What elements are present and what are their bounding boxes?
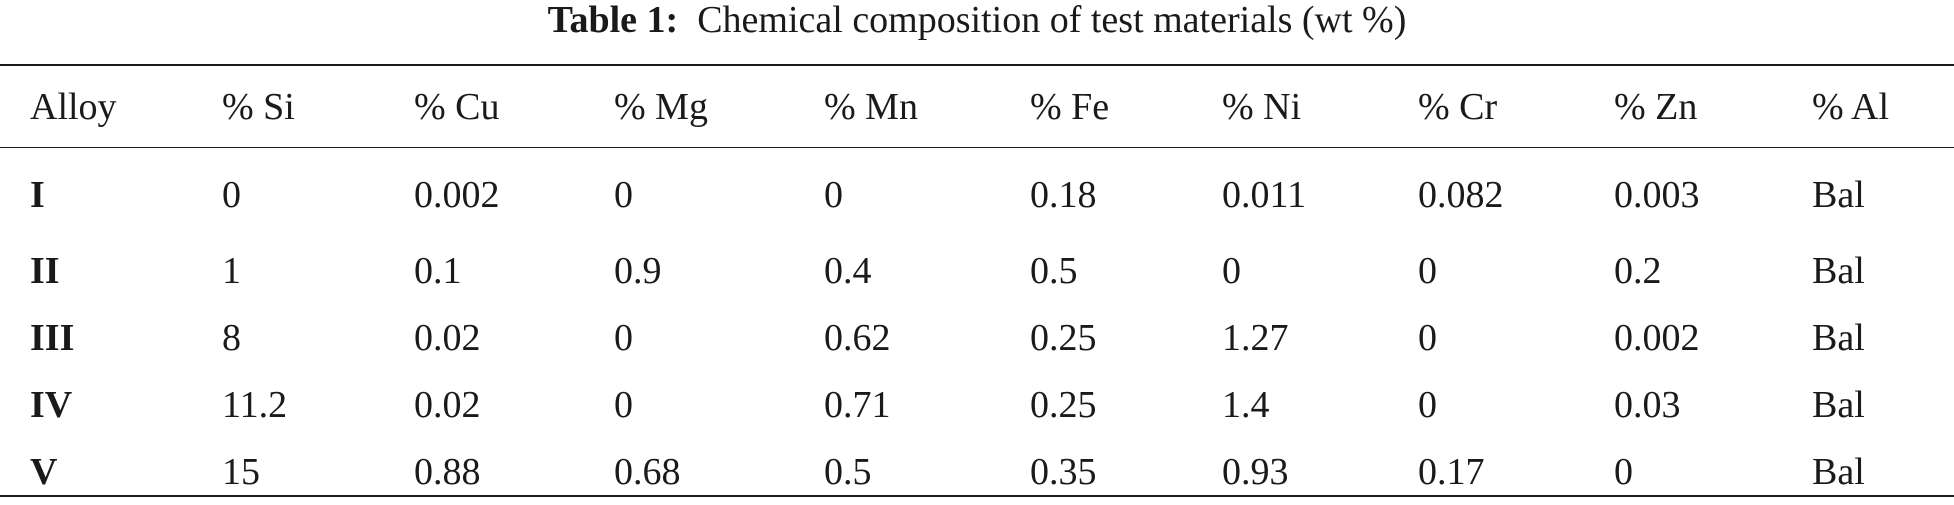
header-mn: % Mn — [824, 85, 918, 128]
cell-fe: 0.25 — [1030, 383, 1097, 426]
header-si: % Si — [222, 85, 295, 128]
header-cr: % Cr — [1418, 85, 1498, 128]
cell-alloy: III — [30, 316, 75, 359]
table-row: IV 11.2 0.02 0 0.71 0.25 1.4 0 0.03 Bal — [0, 371, 1954, 438]
header-cu: % Cu — [414, 85, 500, 128]
cell-mn: 0.4 — [824, 249, 872, 292]
cell-al: Bal — [1812, 316, 1865, 359]
cell-cr: 0.082 — [1418, 174, 1504, 216]
cell-si: 1 — [222, 249, 241, 292]
cell-mg: 0.9 — [614, 249, 662, 292]
top-rule — [0, 64, 1954, 66]
cell-si: 11.2 — [222, 383, 288, 426]
cell-al: Bal — [1812, 174, 1865, 216]
cell-ni: 0.93 — [1222, 450, 1289, 493]
cell-mn: 0.71 — [824, 383, 891, 426]
cell-al: Bal — [1812, 383, 1865, 426]
cell-zn: 0.003 — [1614, 174, 1700, 216]
cell-zn: 0.002 — [1614, 316, 1700, 359]
cell-cr: 0 — [1418, 249, 1437, 292]
header-rule — [0, 147, 1954, 148]
table-row: V 15 0.88 0.68 0.5 0.35 0.93 0.17 0 Bal — [0, 438, 1954, 505]
cell-zn: 0 — [1614, 450, 1633, 493]
cell-cu: 0.002 — [414, 174, 500, 216]
cell-mn: 0 — [824, 174, 843, 216]
cell-al: Bal — [1812, 450, 1865, 493]
cell-cu: 0.88 — [414, 450, 481, 493]
cell-mg: 0.68 — [614, 450, 681, 493]
cell-cu: 0.1 — [414, 249, 462, 292]
cell-fe: 0.18 — [1030, 174, 1097, 216]
cell-alloy: I — [30, 174, 45, 216]
cell-si: 15 — [222, 450, 260, 493]
cell-si: 8 — [222, 316, 241, 359]
cell-zn: 0.2 — [1614, 249, 1662, 292]
bottom-rule — [0, 495, 1954, 497]
cell-fe: 0.5 — [1030, 249, 1078, 292]
cell-mg: 0 — [614, 316, 633, 359]
cell-cr: 0.17 — [1418, 450, 1485, 493]
cell-ni: 0.011 — [1222, 174, 1307, 216]
header-row: Alloy % Si % Cu % Mg % Mn % Fe % Ni % Cr… — [0, 66, 1954, 147]
caption-text: Chemical composition of test materials (… — [697, 0, 1407, 41]
cell-cr: 0 — [1418, 316, 1437, 359]
cell-mn: 0.5 — [824, 450, 872, 493]
header-alloy: Alloy — [30, 85, 117, 128]
cell-ni: 1.27 — [1222, 316, 1289, 359]
header-ni: % Ni — [1222, 85, 1302, 128]
caption-label: Table 1: — [547, 0, 679, 41]
cell-mg: 0 — [614, 174, 633, 216]
cell-zn: 0.03 — [1614, 383, 1681, 426]
table-row: II 1 0.1 0.9 0.4 0.5 0 0 0.2 Bal — [0, 237, 1954, 304]
cell-alloy: V — [30, 450, 58, 493]
cell-fe: 0.25 — [1030, 316, 1097, 359]
cell-si: 0 — [222, 174, 241, 216]
header-zn: % Zn — [1614, 85, 1698, 128]
cell-alloy: IV — [30, 383, 73, 426]
cell-al: Bal — [1812, 249, 1865, 292]
table-caption: Table 1: Chemical composition of test ma… — [0, 0, 1954, 40]
cell-cu: 0.02 — [414, 316, 481, 359]
header-fe: % Fe — [1030, 85, 1110, 128]
table-row: I 0 0.002 0 0 0.18 0.011 0.082 0.003 Bal — [0, 147, 1954, 237]
cell-cr: 0 — [1418, 383, 1437, 426]
cell-alloy: II — [30, 249, 60, 292]
header-mg: % Mg — [614, 85, 708, 128]
composition-table: Alloy % Si % Cu % Mg % Mn % Fe % Ni % Cr… — [0, 66, 1954, 505]
cell-cu: 0.02 — [414, 383, 481, 426]
cell-mn: 0.62 — [824, 316, 891, 359]
cell-ni: 0 — [1222, 249, 1241, 292]
header-al: % Al — [1812, 85, 1890, 128]
cell-mg: 0 — [614, 383, 633, 426]
cell-ni: 1.4 — [1222, 383, 1270, 426]
table-row: III 8 0.02 0 0.62 0.25 1.27 0 0.002 Bal — [0, 304, 1954, 371]
cell-fe: 0.35 — [1030, 450, 1097, 493]
